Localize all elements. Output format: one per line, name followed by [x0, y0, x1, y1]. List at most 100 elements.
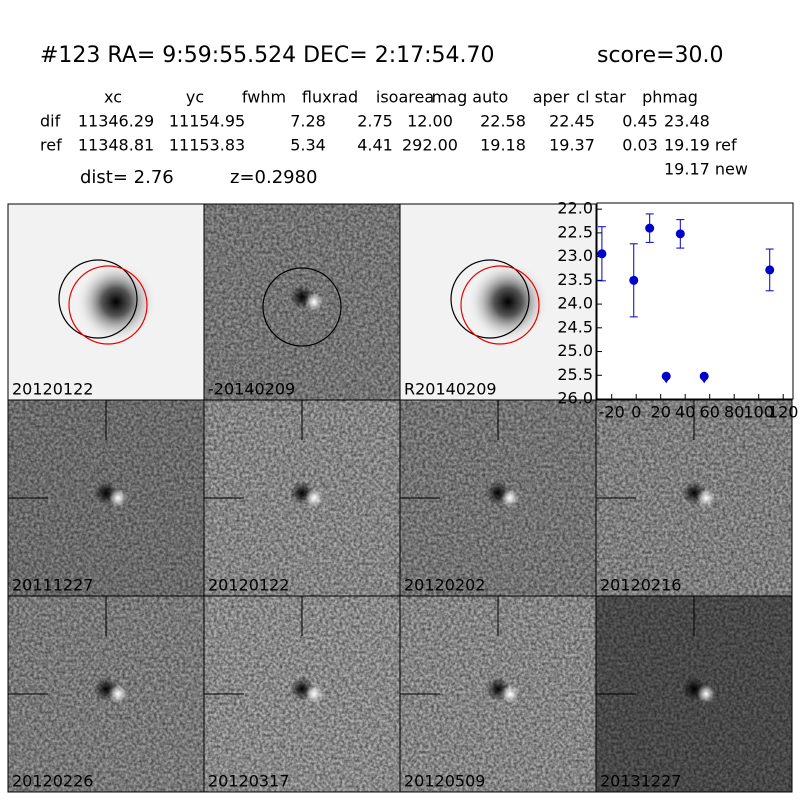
cell: 11153.83: [169, 136, 245, 155]
source-white: [109, 685, 127, 703]
galaxy: [468, 262, 548, 342]
stamp-label: 20120122: [208, 576, 289, 595]
cell: 292.00: [402, 136, 458, 155]
cell: 22.58: [480, 112, 526, 131]
point: [645, 223, 655, 233]
stamp: 20120122: [7, 203, 205, 401]
source-white: [305, 489, 323, 507]
source-white: [501, 489, 519, 507]
stamp: 20120509: [399, 595, 597, 793]
stamp-label: 20120226: [12, 772, 93, 791]
point: [699, 371, 709, 381]
x-tick-label: 20: [651, 403, 671, 422]
column-header: mag auto: [432, 88, 509, 107]
dist: dist= 2.76: [80, 167, 174, 188]
cell: 19.37: [549, 136, 595, 155]
column-header: xc: [104, 88, 122, 107]
cell: 11346.29: [78, 112, 154, 131]
x-tick-label: 40: [675, 403, 695, 422]
cell: 22.45: [549, 112, 595, 131]
column-header: phmag: [642, 88, 698, 107]
cell: 11348.81: [78, 136, 154, 155]
source-white: [109, 489, 127, 507]
plot-area: [597, 213, 775, 384]
point: [675, 229, 685, 239]
redshift: z=0.2980: [230, 167, 318, 188]
galaxy: [76, 262, 156, 342]
cell: 19.19 ref: [664, 136, 737, 155]
stamp: 20120122: [203, 399, 401, 597]
stamp-label: 20120122: [12, 380, 93, 399]
stamp: 20120202: [399, 399, 597, 597]
stamp-label: -20140209: [208, 380, 295, 399]
source-white: [305, 293, 323, 311]
stamp: -20140209: [203, 203, 401, 401]
cell: 11154.95: [169, 112, 245, 131]
column-header: aper: [533, 88, 570, 107]
y-tick-label: 26.0: [557, 389, 593, 408]
cell: 4.41: [357, 136, 393, 155]
title: #123 RA= 9:59:55.524 DEC= 2:17:54.70: [40, 43, 495, 68]
point: [765, 265, 775, 275]
source-white: [697, 685, 715, 703]
x-tick-label: -20: [599, 403, 625, 422]
plot-bg: [596, 202, 794, 400]
x-tick-label: 120: [768, 403, 799, 422]
point: [597, 249, 607, 259]
y-tick-label: 24.5: [557, 317, 593, 336]
stamp-label: 20120509: [404, 772, 485, 791]
column-header: fluxrad: [302, 88, 358, 107]
stamp-label: 20120216: [600, 576, 681, 595]
stamp-label: 20131227: [600, 772, 681, 791]
source-white: [305, 685, 323, 703]
y-tick-label: 23.5: [557, 270, 593, 289]
aperture: [450, 259, 530, 339]
score: score=30.0: [597, 43, 724, 68]
y-tick-label: 25.5: [557, 365, 593, 384]
stamp: 20131227: [595, 595, 793, 793]
column-header: cl star: [576, 88, 626, 107]
y-tick-label: 23.0: [557, 246, 593, 265]
y-tick-label: 24.0: [557, 294, 593, 313]
row-label: ref: [40, 136, 62, 155]
phmag-new: 19.17 new: [664, 160, 748, 179]
stamp: 20120216: [595, 399, 793, 597]
cell: 5.34: [290, 136, 326, 155]
stamp-label: 20111227: [12, 576, 93, 595]
cell: 0.45: [622, 112, 658, 131]
cell: 12.00: [407, 112, 453, 131]
stamp: R20140209: [399, 203, 597, 401]
aperture-ref: [68, 265, 148, 345]
source-white: [697, 489, 715, 507]
point: [629, 275, 639, 285]
aperture: [262, 267, 342, 347]
aperture: [58, 259, 138, 339]
stamp-label: 20120317: [208, 772, 289, 791]
y-tick-label: 25.0: [557, 341, 593, 360]
cell: 2.75: [357, 112, 393, 131]
stamp: 20120226: [7, 595, 205, 793]
stamp: 20120317: [203, 595, 401, 793]
stamp-label: R20140209: [404, 380, 497, 399]
stamp-border: [595, 595, 793, 793]
y-tick-label: 22.0: [557, 199, 593, 218]
x-tick-label: 80: [724, 403, 744, 422]
y-tick-label: 22.5: [557, 222, 593, 241]
x-tick-label: 0: [631, 403, 641, 422]
aperture-ref: [460, 265, 540, 345]
column-header: yc: [186, 88, 204, 107]
x-tick-label: 60: [700, 403, 720, 422]
cell: 0.03: [622, 136, 658, 155]
x-tick-label: 100: [743, 403, 774, 422]
column-header: isoarea: [376, 88, 434, 107]
cell: 7.28: [290, 112, 326, 131]
stamp-label: 20120202: [404, 576, 485, 595]
cell: 19.18: [480, 136, 526, 155]
column-header: fwhm: [242, 88, 286, 107]
source-white: [501, 685, 519, 703]
point: [661, 371, 671, 381]
cell: 23.48: [664, 112, 710, 131]
stamp: 20111227: [7, 399, 205, 597]
row-label: dif: [40, 112, 61, 131]
